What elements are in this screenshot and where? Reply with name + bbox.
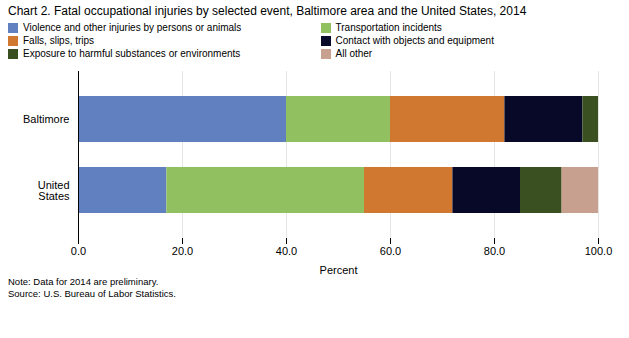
svg-text:40.0: 40.0: [276, 245, 297, 257]
svg-text:UnitedStates: UnitedStates: [38, 179, 70, 202]
svg-text:Baltimore: Baltimore: [23, 113, 69, 125]
svg-text:Percent: Percent: [320, 264, 358, 276]
html-text:Violence and other injuries by: Violence and other injuries by persons o…: [23, 22, 242, 33]
svg-text:20.0: 20.0: [172, 245, 193, 257]
html-text:Contact with objects and equip: Contact with objects and equipment: [335, 35, 494, 46]
svg-text:0.0: 0.0: [71, 245, 86, 257]
html-text:Note: Data for 2014 are prelim: Note: Data for 2014 are preliminary. Sou…: [8, 276, 176, 299]
svg-text:60.0: 60.0: [380, 245, 401, 257]
html-text:Falls, slips, trips: Falls, slips, trips: [23, 35, 95, 46]
html-text:Transportation incidents: Transportation incidents: [335, 22, 442, 33]
html-text:All other: All other: [335, 48, 373, 59]
svg-text:100.0: 100.0: [585, 245, 613, 257]
svg-text:80.0: 80.0: [484, 245, 505, 257]
html-text:Chart 2. Fatal occupational in: Chart 2. Fatal occupational injuries by …: [8, 4, 527, 18]
html-text:Exposure to harmful substances: Exposure to harmful substances or enviro…: [23, 48, 241, 59]
